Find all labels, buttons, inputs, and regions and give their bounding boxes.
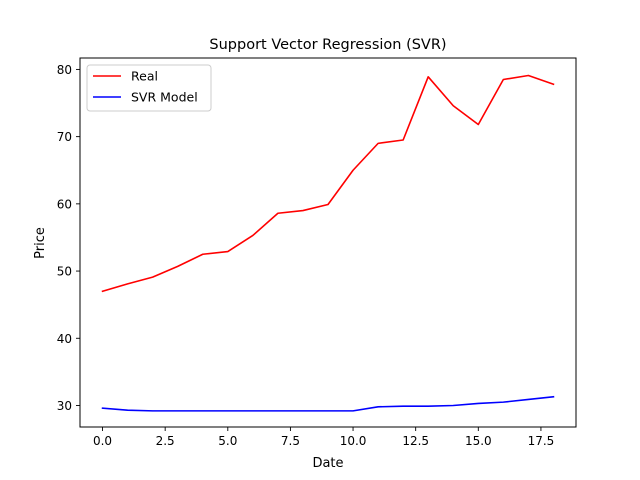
legend: Real SVR Model xyxy=(86,64,212,112)
chart-title: Support Vector Regression (SVR) xyxy=(209,37,446,53)
x-axis-ticks: 0.0 2.5 5.0 7.5 10.0 12.5 15.0 17.5 xyxy=(93,427,554,448)
x-tick-label: 10.0 xyxy=(340,434,367,448)
series-line-1 xyxy=(101,395,555,412)
x-tick-label: 12.5 xyxy=(402,434,429,448)
plot-frame xyxy=(79,57,577,428)
legend-label: SVR Model xyxy=(131,90,198,105)
x-tick-label: 7.5 xyxy=(281,434,300,448)
y-tick-label: 40 xyxy=(57,332,72,346)
legend-label: Real xyxy=(131,69,158,84)
x-tick-label: 0.0 xyxy=(93,434,112,448)
y-tick-label: 30 xyxy=(57,399,72,413)
y-tick-label: 50 xyxy=(57,265,72,279)
y-tick-label: 60 xyxy=(57,197,72,211)
x-tick-label: 2.5 xyxy=(156,434,175,448)
x-tick-label: 5.0 xyxy=(218,434,237,448)
plot-lines xyxy=(101,74,555,412)
y-axis-label: Price xyxy=(33,227,48,259)
series-line-0 xyxy=(101,74,555,293)
y-axis-ticks: 30 40 50 60 70 80 xyxy=(57,63,80,413)
y-tick-label: 70 xyxy=(57,130,72,144)
x-axis-label: Date xyxy=(312,456,343,471)
y-tick-label: 80 xyxy=(57,63,72,77)
x-tick-label: 15.0 xyxy=(465,434,492,448)
x-tick-label: 17.5 xyxy=(528,434,555,448)
